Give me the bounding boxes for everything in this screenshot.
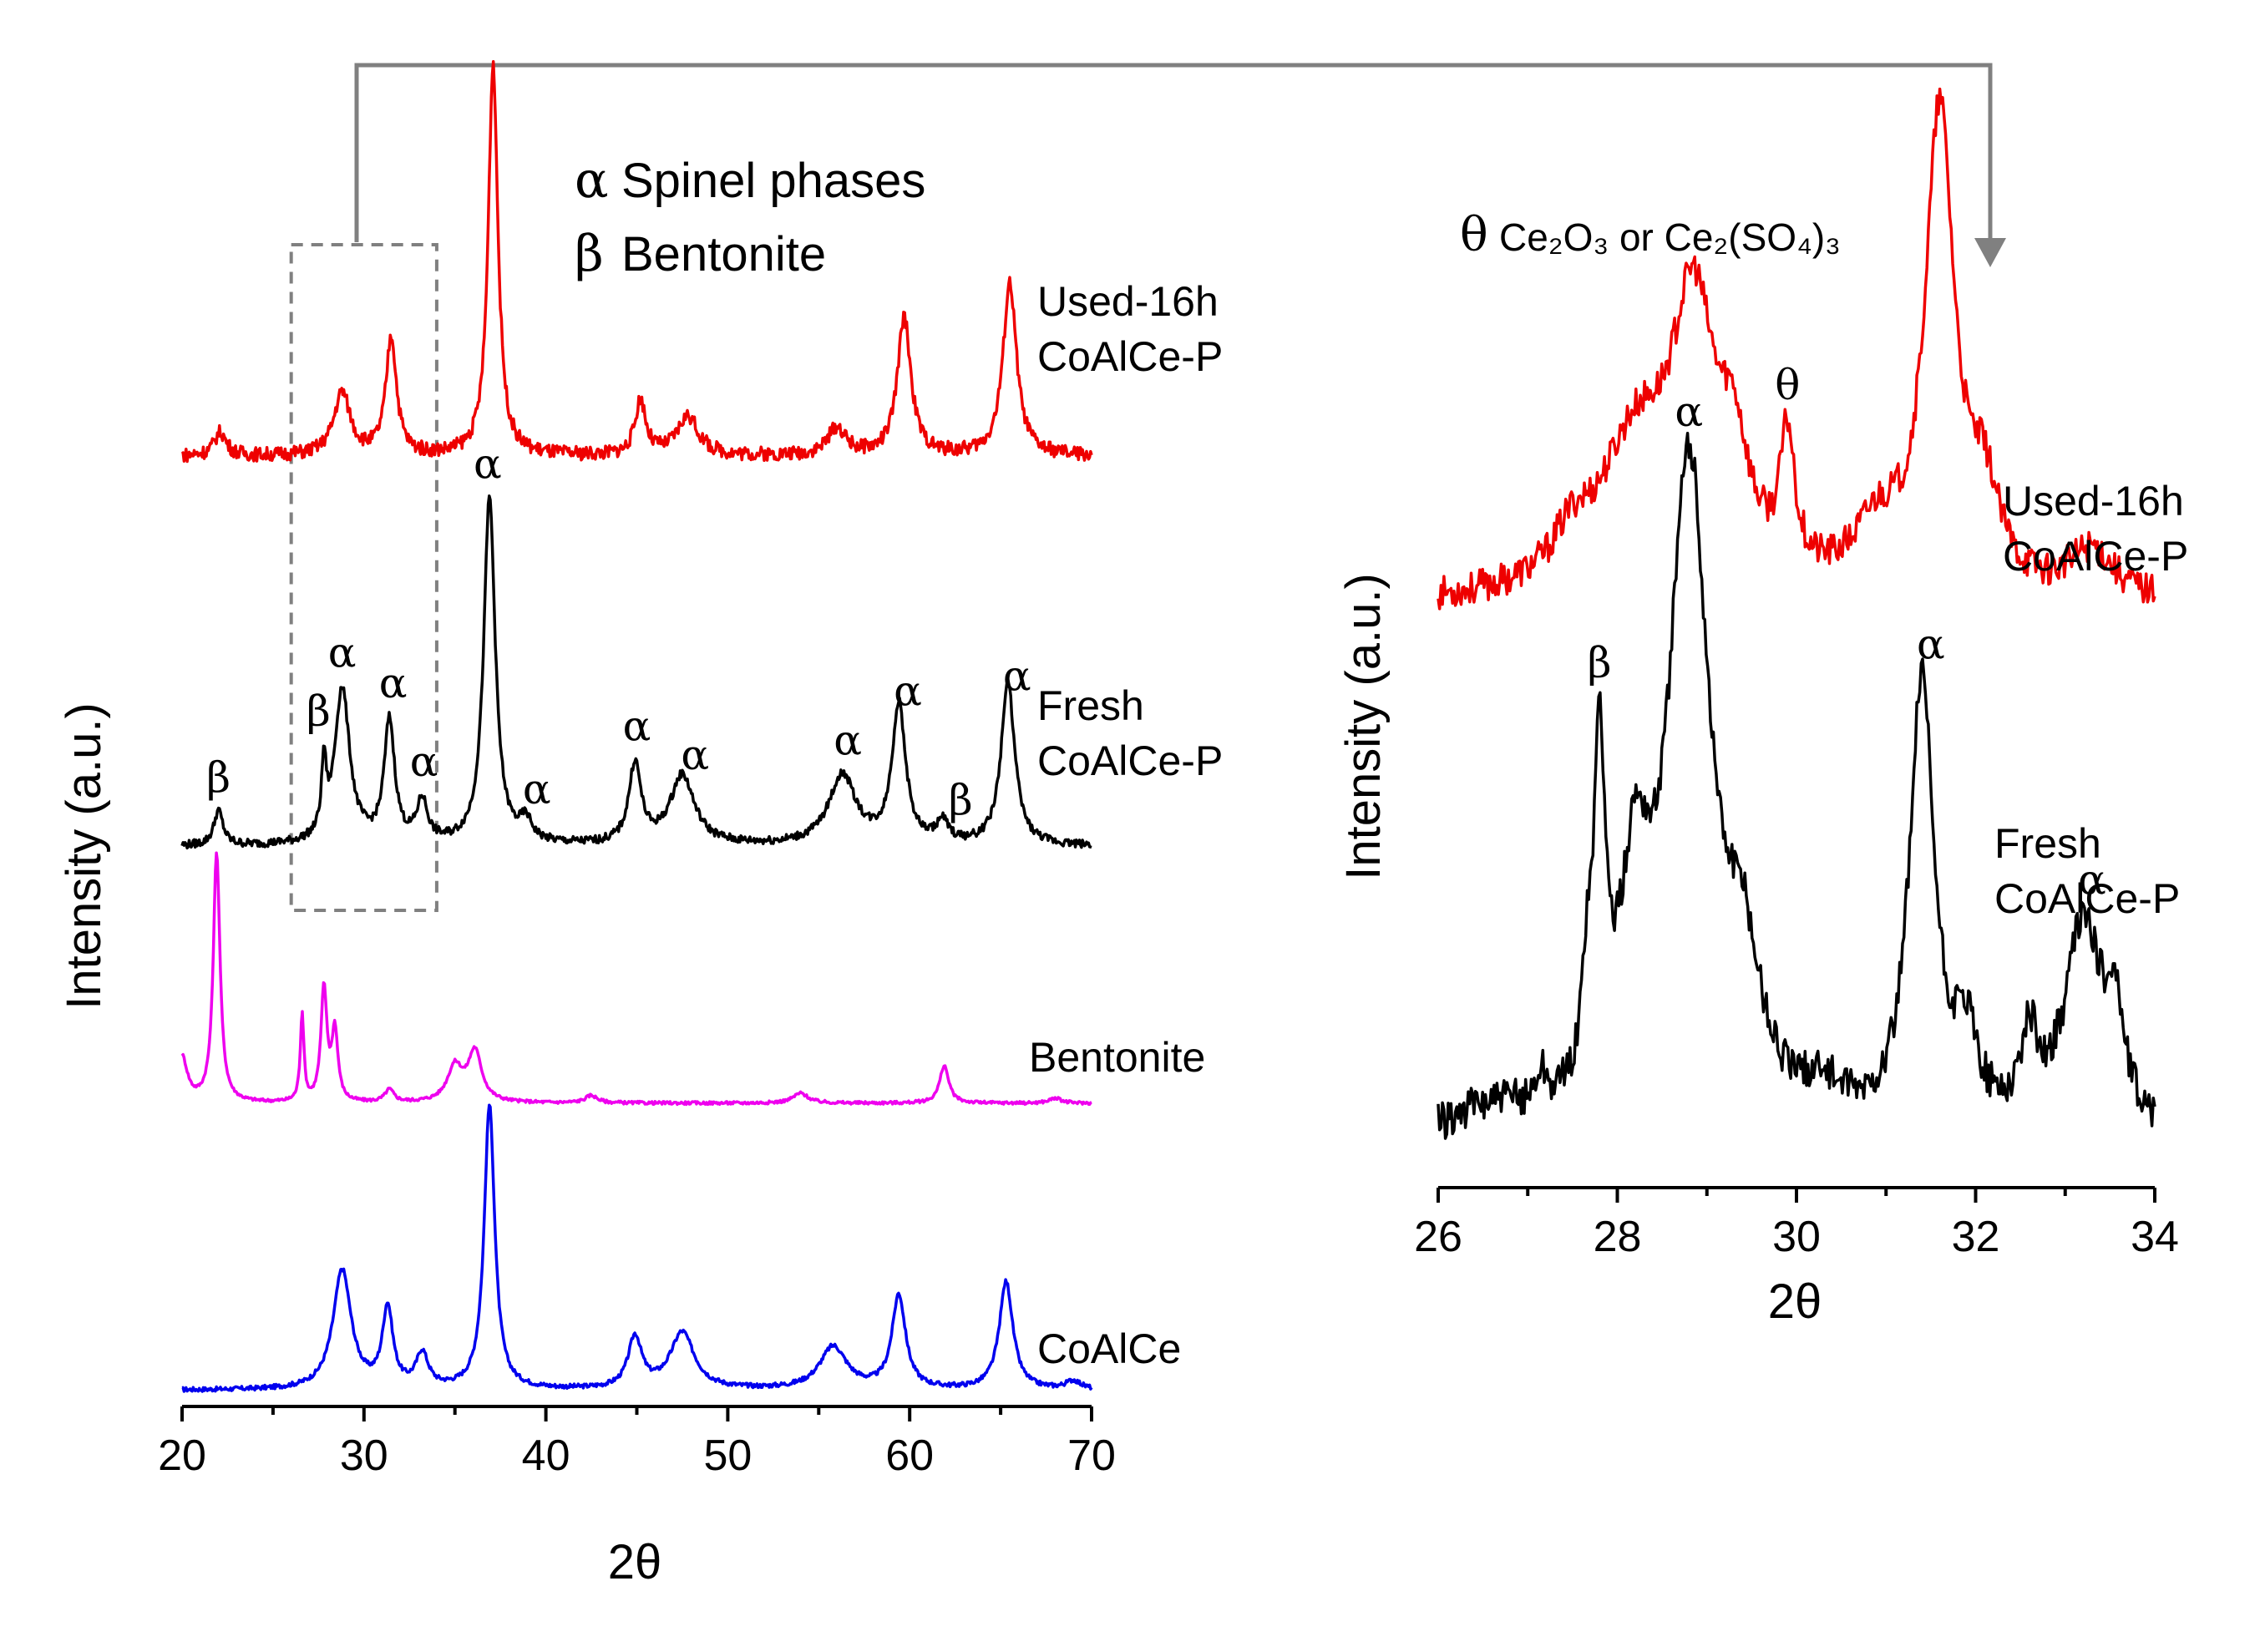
- legend-alpha-text: Spinel phases: [621, 154, 925, 208]
- left-x-axis-title: 2θ: [608, 1535, 662, 1589]
- right-series-fresh-coalce-p: [1437, 432, 2156, 1140]
- legend-beta-text: Bentonite: [621, 227, 826, 281]
- right-label-used-16h-line2: CoAlCe-P: [2003, 533, 2188, 580]
- right-x-axis: 26 28 30 32 34: [1414, 1186, 2179, 1261]
- label-used-16h-line1: Used-16h: [1037, 278, 1219, 325]
- right-series-used-16h-coalce-p: [1437, 87, 2156, 611]
- label-coalce: CoAlCe: [1037, 1325, 1181, 1372]
- left-x-tick-label: 70: [1067, 1432, 1116, 1480]
- right-y-axis-title: Intensity (a.u.): [1336, 573, 1391, 879]
- left-peak-label: α: [894, 666, 922, 715]
- left-peak-label: β: [307, 687, 331, 735]
- right-peak-labels: β α α α θ: [1588, 361, 2106, 905]
- right-series-group: [1437, 87, 2156, 1140]
- left-peak-label: α: [328, 629, 357, 677]
- zoom-connector-arrowhead: [1974, 238, 2006, 267]
- left-y-axis-title: Intensity (a.u.): [57, 702, 111, 1009]
- zoom-connector-line: [354, 63, 1993, 242]
- left-peak-label: α: [834, 716, 862, 764]
- left-series-used-16h-coalce-p: [180, 59, 1093, 464]
- left-x-tick-label: 60: [885, 1432, 934, 1480]
- right-peak-label: α: [1917, 621, 1945, 669]
- right-x-axis-title: 2θ: [1768, 1274, 1822, 1329]
- right-peak-label: θ: [1775, 361, 1800, 409]
- right-x-tick-label: 26: [1414, 1213, 1462, 1261]
- left-peak-label: α: [474, 440, 502, 489]
- right-peak-label: α: [1675, 388, 1703, 436]
- left-series-group: [180, 59, 1093, 1393]
- legend-alpha-symbol: α: [575, 151, 609, 210]
- left-curve-labels: Used-16h CoAlCe-P Fresh CoAlCe-P Bentoni…: [1029, 278, 1223, 1372]
- left-series-fresh-coalce-p: [180, 494, 1092, 850]
- left-x-tick-label: 20: [158, 1432, 206, 1480]
- right-x-tick-label: 34: [2131, 1213, 2179, 1261]
- label-used-16h-line2: CoAlCe-P: [1037, 333, 1223, 380]
- right-label-fresh-line1: Fresh: [1994, 820, 2101, 867]
- annotation-theta-text: Ce₂O₃ or Ce₂(SO₄)₃: [1499, 215, 1841, 259]
- left-peak-label: α: [410, 737, 438, 786]
- right-label-used-16h-line1: Used-16h: [2003, 478, 2184, 524]
- right-x-tick-label: 32: [1952, 1213, 2000, 1261]
- right-label-fresh-line2: CoAlCe-P: [1994, 875, 2180, 922]
- left-peak-label: α: [523, 765, 551, 813]
- left-peak-label: β: [206, 753, 231, 802]
- left-peak-label: α: [1003, 651, 1031, 700]
- left-x-tick-label: 50: [703, 1432, 752, 1480]
- legend: α Spinel phases β Bentonite: [575, 151, 925, 283]
- left-peak-label: β: [949, 776, 973, 824]
- left-series-coalce: [181, 1103, 1093, 1393]
- legend-beta-symbol: β: [575, 225, 604, 283]
- right-x-tick-label: 28: [1594, 1213, 1642, 1261]
- left-x-axis: 20 30 40 50 60 70: [158, 1405, 1116, 1480]
- right-x-tick-label: 30: [1772, 1213, 1821, 1261]
- right-curve-labels: Used-16h CoAlCe-P Fresh CoAlCe-P: [1994, 478, 2188, 922]
- highlight-region-box: [289, 243, 438, 912]
- left-x-tick-label: 40: [522, 1432, 570, 1480]
- left-series-bentonite: [180, 851, 1092, 1107]
- right-peak-label: β: [1588, 639, 1612, 687]
- label-fresh-line1: Fresh: [1037, 682, 1144, 729]
- left-peak-label: α: [379, 659, 408, 707]
- left-peak-label: α: [681, 731, 709, 779]
- label-bentonite: Bentonite: [1029, 1034, 1205, 1081]
- annotation-theta-symbol: θ: [1460, 208, 1488, 262]
- left-peak-label: α: [623, 702, 651, 751]
- right-peak-label: α: [2078, 856, 2106, 905]
- theta-annotation: θ Ce₂O₃ or Ce₂(SO₄)₃: [1460, 208, 1841, 262]
- label-fresh-line2: CoAlCe-P: [1037, 737, 1223, 784]
- zoom-connector: [354, 63, 2006, 267]
- right-panel: β α α α θ 26 28 30 32 34 2θ Intensity (a.u.) θ C…: [1336, 87, 2188, 1329]
- left-x-tick-label: 30: [340, 1432, 388, 1480]
